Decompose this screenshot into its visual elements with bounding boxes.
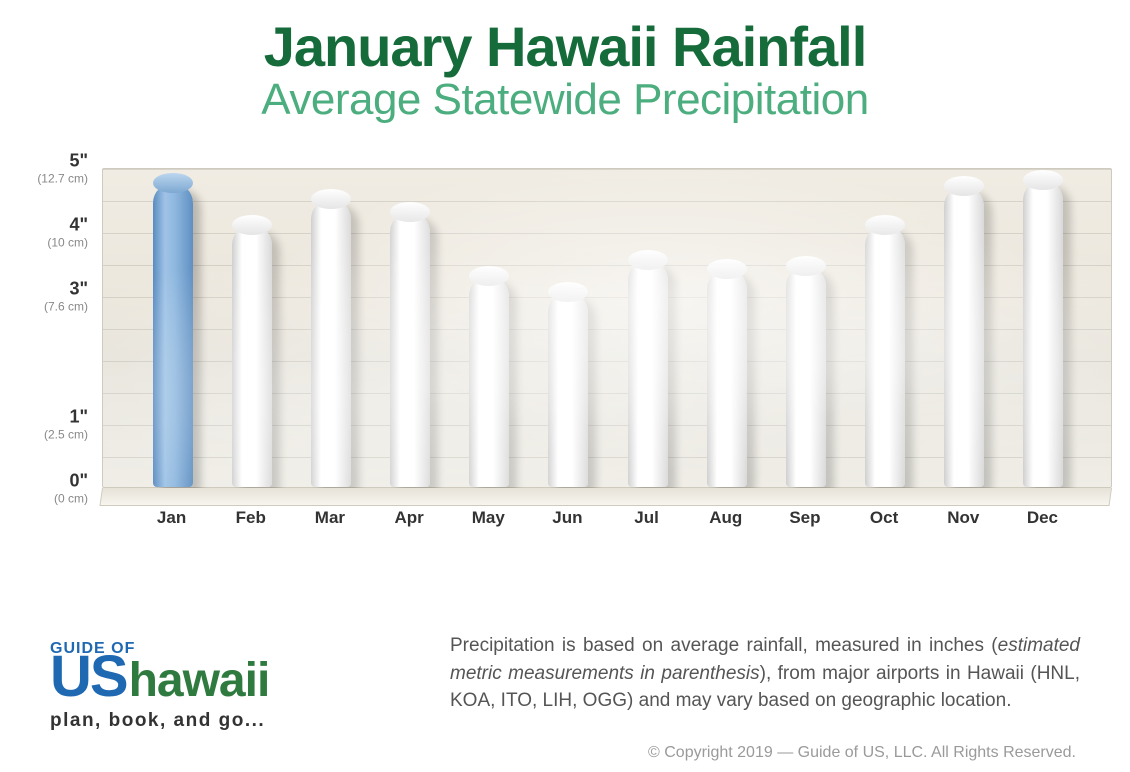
- x-label: Sep: [765, 508, 845, 528]
- y-tick: 3"(7.6 cm): [18, 279, 88, 314]
- bar-jul: [628, 260, 668, 487]
- y-tick: 0"(0 cm): [18, 471, 88, 506]
- gridline: [103, 169, 1111, 170]
- y-tick-cm: (0 cm): [18, 492, 88, 506]
- logo-us-text: US: [50, 652, 127, 701]
- x-label: Nov: [923, 508, 1003, 528]
- plot-area: [102, 168, 1112, 488]
- y-tick-inches: 3": [18, 279, 88, 300]
- rainfall-chart: 5"(12.7 cm)4"(10 cm)3"(7.6 cm)1"(2.5 cm)…: [18, 168, 1112, 518]
- logo-tagline: plan, book, and go...: [50, 710, 410, 732]
- y-tick-cm: (10 cm): [18, 236, 88, 250]
- brand-logo: GUIDE OF US hawaii plan, book, and go...: [50, 632, 410, 732]
- y-tick-cm: (7.6 cm): [18, 300, 88, 314]
- y-axis: 5"(12.7 cm)4"(10 cm)3"(7.6 cm)1"(2.5 cm)…: [18, 168, 98, 488]
- chart-subtitle: Average Statewide Precipitation: [0, 75, 1130, 125]
- bar-apr: [390, 212, 430, 487]
- y-tick-cm: (2.5 cm): [18, 428, 88, 442]
- logo-hawaii-text: hawaii: [129, 653, 270, 708]
- x-label: Mar: [290, 508, 370, 528]
- copyright-text: © Copyright 2019 — Guide of US, LLC. All…: [50, 744, 1080, 762]
- bar-feb: [232, 225, 272, 487]
- chart-title: January Hawaii Rainfall: [0, 18, 1130, 77]
- bar-nov: [944, 186, 984, 487]
- bar-oct: [865, 225, 905, 487]
- bar-dec: [1023, 180, 1063, 487]
- y-tick-inches: 5": [18, 151, 88, 172]
- y-tick-cm: (12.7 cm): [18, 172, 88, 186]
- x-label: Dec: [1002, 508, 1082, 528]
- x-label: Oct: [844, 508, 924, 528]
- x-label: Jun: [527, 508, 607, 528]
- y-tick-inches: 4": [18, 215, 88, 236]
- x-label: Apr: [369, 508, 449, 528]
- x-label: Jul: [607, 508, 687, 528]
- bar-may: [469, 276, 509, 487]
- plot-floor: [99, 488, 1112, 506]
- bar-sep: [786, 266, 826, 487]
- bar-mar: [311, 199, 351, 487]
- x-axis-labels: JanFebMarAprMayJunJulAugSepOctNovDec: [102, 508, 1112, 532]
- y-tick: 4"(10 cm): [18, 215, 88, 250]
- x-label: May: [448, 508, 528, 528]
- y-tick: 1"(2.5 cm): [18, 407, 88, 442]
- header: January Hawaii Rainfall Average Statewid…: [0, 0, 1130, 125]
- y-tick-inches: 0": [18, 471, 88, 492]
- x-label: Aug: [686, 508, 766, 528]
- bar-jun: [548, 292, 588, 487]
- description-text: Precipitation is based on average rainfa…: [450, 632, 1080, 715]
- x-label: Jan: [132, 508, 212, 528]
- bar-jan: [153, 183, 193, 487]
- y-tick: 5"(12.7 cm): [18, 151, 88, 186]
- y-tick-inches: 1": [18, 407, 88, 428]
- x-label: Feb: [211, 508, 291, 528]
- footer: GUIDE OF US hawaii plan, book, and go...…: [0, 632, 1130, 772]
- bar-aug: [707, 269, 747, 487]
